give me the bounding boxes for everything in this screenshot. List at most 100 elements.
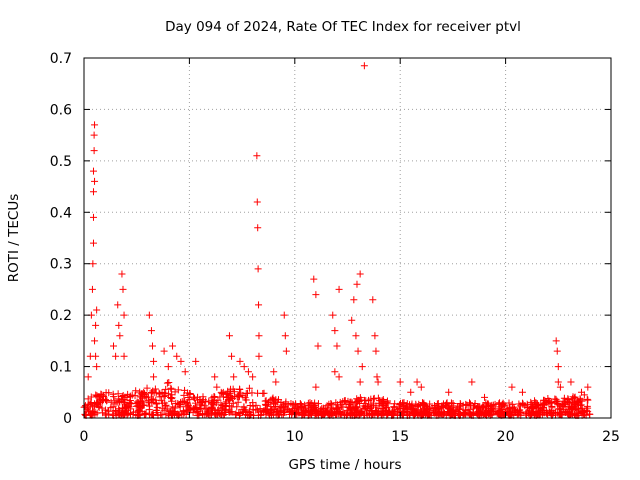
data-point [136, 388, 144, 396]
data-point [208, 396, 216, 404]
data-point [271, 400, 279, 408]
data-point [337, 403, 345, 411]
data-point [380, 411, 388, 419]
data-point [408, 405, 416, 413]
data-point [81, 410, 89, 418]
data-point [413, 409, 421, 417]
data-point [109, 390, 117, 398]
data-point [217, 411, 225, 419]
data-point [564, 395, 572, 403]
data-point [228, 352, 236, 360]
data-point [277, 403, 285, 411]
data-point [496, 410, 504, 418]
data-point [212, 399, 220, 407]
data-point [389, 410, 397, 418]
data-point [100, 393, 108, 401]
data-point [348, 316, 356, 324]
data-point [354, 347, 362, 355]
y-tick-label: 0.3 [50, 257, 72, 273]
data-point [481, 406, 489, 414]
data-point [390, 403, 398, 411]
data-point [481, 393, 489, 401]
data-point [255, 332, 263, 340]
data-point [272, 408, 280, 416]
data-point [217, 401, 225, 409]
x-tick-label: 10 [286, 429, 304, 445]
data-point [120, 311, 128, 319]
y-axis-label: ROTI / TECUs [6, 194, 22, 282]
data-point [322, 407, 330, 415]
data-point [222, 408, 230, 416]
data-point [245, 384, 253, 392]
data-point [91, 408, 99, 416]
axis-ticks: 0 5 10 15 20 25 0 0.1 0.2 0.3 0.4 0.5 0.6 0.7 [50, 51, 620, 445]
data-point [554, 363, 562, 371]
data-point [160, 389, 168, 397]
data-point [522, 410, 530, 418]
data-point [407, 388, 415, 396]
data-point [105, 389, 113, 397]
data-point [192, 357, 200, 365]
data-point [319, 404, 327, 412]
data-point [331, 368, 339, 376]
data-point [124, 402, 132, 410]
data-point [391, 400, 399, 408]
data-point [204, 409, 212, 417]
data-point [136, 411, 144, 419]
data-point [181, 386, 189, 394]
data-point [462, 400, 470, 408]
data-point [312, 383, 320, 391]
data-point [475, 411, 483, 419]
data-point [511, 405, 519, 413]
data-point [147, 411, 155, 419]
data-point [323, 402, 331, 410]
data-point [222, 390, 230, 398]
data-point [351, 404, 359, 412]
data-point [245, 407, 253, 415]
y-tick-label: 0.1 [50, 360, 72, 376]
data-point [353, 280, 361, 288]
data-point [283, 405, 291, 413]
data-point [350, 296, 358, 304]
data-point [114, 390, 122, 398]
data-point [548, 403, 556, 411]
data-point [552, 337, 560, 345]
data-point [328, 409, 336, 417]
data-point [230, 373, 238, 381]
data-point [227, 385, 235, 393]
data-point [121, 398, 129, 406]
data-point [168, 394, 176, 402]
data-point [147, 327, 155, 335]
data-point [212, 410, 220, 418]
data-point [249, 399, 257, 407]
data-point [571, 404, 579, 412]
data-point [180, 409, 188, 417]
data-point [275, 404, 283, 412]
data-point [528, 404, 536, 412]
data-point [90, 131, 98, 139]
data-point [103, 397, 111, 405]
data-point [184, 394, 192, 402]
grid-lines [84, 58, 611, 418]
data-point [185, 405, 193, 413]
data-point [242, 396, 250, 404]
data-point [236, 357, 244, 365]
data-point [90, 147, 98, 155]
data-point [467, 402, 475, 410]
data-point [95, 403, 103, 411]
data-point [565, 411, 573, 419]
data-point [132, 400, 140, 408]
data-point [93, 363, 101, 371]
data-point [99, 391, 107, 399]
data-point [432, 408, 440, 416]
data-point [164, 363, 172, 371]
data-point [449, 411, 457, 419]
data-point [208, 403, 216, 411]
data-point [195, 411, 203, 419]
data-point [92, 352, 100, 360]
data-point [362, 403, 370, 411]
data-point [555, 405, 563, 413]
data-point [578, 397, 586, 405]
data-point [91, 337, 99, 345]
data-point [553, 347, 561, 355]
